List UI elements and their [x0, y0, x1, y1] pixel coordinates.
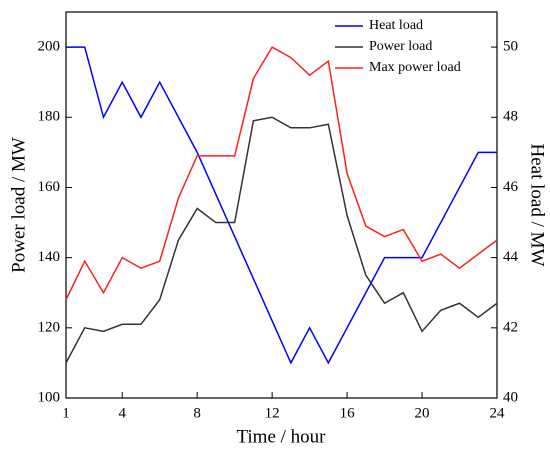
y2-tick-label: 40: [503, 389, 518, 405]
y-tick-label: 120: [38, 319, 61, 335]
series-line: [65, 46, 498, 301]
y2-axis-label: Heat load / MW: [527, 144, 548, 267]
legend-label: Heat load: [369, 18, 423, 33]
y-tick-label: 140: [38, 249, 61, 265]
y2-tick-label: 48: [503, 109, 518, 125]
plot-frame: [65, 11, 498, 399]
y-tick-label: 100: [38, 389, 61, 405]
y2-tick-label: 44: [503, 249, 519, 265]
x-tick-label: 1: [62, 405, 70, 421]
x-tick-label: 24: [490, 405, 506, 421]
y2-tick-label: 46: [503, 179, 519, 195]
y2-tick-label: 42: [503, 319, 518, 335]
x-tick-label: 4: [118, 405, 126, 421]
x-tick-label: 8: [193, 405, 201, 421]
y-tick-label: 200: [38, 39, 61, 55]
x-tick-label: 12: [265, 405, 280, 421]
legend-label: Power load: [369, 39, 432, 54]
series-line: [65, 116, 498, 364]
y2-tick-label: 50: [503, 39, 518, 55]
x-axis-label: Time / hour: [236, 426, 326, 447]
y-tick-label: 160: [38, 179, 61, 195]
x-tick-label: 16: [340, 405, 356, 421]
series-line: [66, 46, 497, 365]
y-tick-label: 180: [38, 109, 61, 125]
y-axis-label: Power load / MW: [8, 137, 29, 273]
x-tick-label: 20: [415, 405, 430, 421]
legend-label: Max power load: [369, 60, 461, 75]
